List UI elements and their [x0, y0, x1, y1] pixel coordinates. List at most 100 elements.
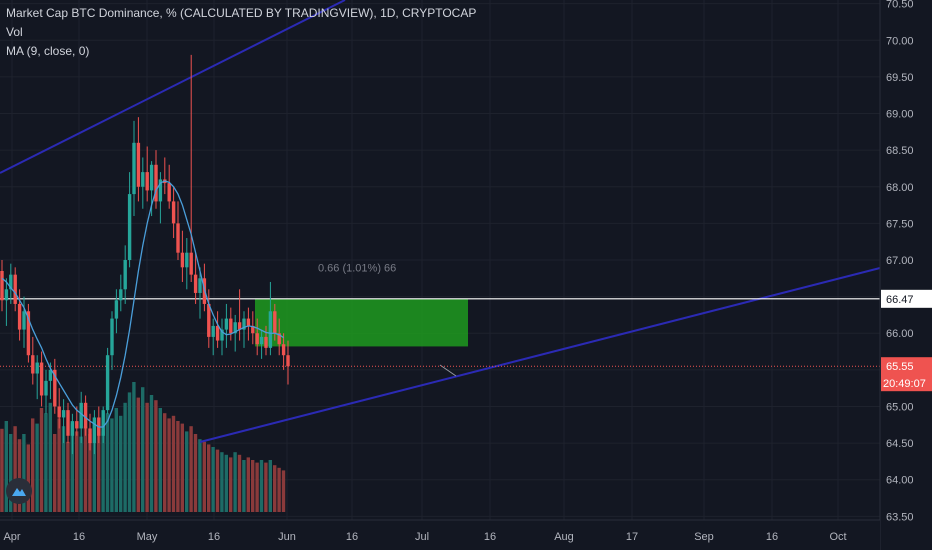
time-tick-label: Jun: [278, 531, 296, 543]
level-label: 66.47: [886, 294, 914, 306]
candle-body: [4, 289, 9, 301]
volume-bar: [66, 441, 70, 512]
volume-bar: [202, 441, 206, 512]
volume-bar: [26, 444, 30, 512]
candle-body: [242, 318, 246, 330]
candle-body: [88, 428, 92, 444]
volume-bar: [281, 470, 286, 512]
volume-bar: [233, 452, 237, 512]
volume-bar: [229, 457, 233, 512]
candle-body: [189, 252, 193, 275]
candle-body: [224, 318, 229, 330]
volume-bar: [114, 408, 118, 512]
trendline-upper: [0, 0, 346, 174]
time-axis[interactable]: Apr 16 May 16 Jun 16 Jul 16 Aug 17 Sep 16 Oct: [0, 519, 880, 550]
indicator-ma[interactable]: MA (9, close, 0): [6, 44, 90, 58]
volume-bar: [35, 423, 39, 512]
volume-bar: [211, 447, 215, 512]
volume-bar: [149, 395, 154, 512]
volume-bar: [105, 413, 110, 512]
price-tick-label: 64.50: [886, 438, 914, 450]
volume-bar: [251, 460, 255, 512]
candle-body: [127, 194, 132, 260]
candle-body: [251, 325, 255, 334]
projection-arrow: [439, 364, 457, 377]
volume-bar: [4, 421, 8, 512]
price-tick-label: 65.00: [886, 401, 914, 413]
candle-body: [286, 355, 290, 367]
volume-bar: [92, 421, 96, 512]
tradingview-logo-icon[interactable]: [6, 478, 32, 504]
volume-bar: [53, 434, 57, 512]
candle-body: [44, 380, 48, 396]
volume-bar: [61, 426, 66, 512]
volume-bar: [163, 413, 167, 512]
candle-body: [233, 322, 237, 334]
candle-body: [13, 274, 17, 304]
trendlines[interactable]: [0, 0, 881, 443]
candle-body: [110, 318, 114, 356]
candle-body: [53, 369, 57, 407]
candle-body: [176, 223, 180, 253]
volume-bar: [127, 392, 132, 512]
candle-body: [145, 172, 149, 191]
candle-body: [255, 333, 259, 345]
price-tick-label: 66.00: [886, 328, 914, 340]
candle-body: [66, 410, 70, 436]
volume-bar: [264, 462, 268, 512]
volume-bar: [88, 434, 92, 512]
candle-body: [22, 311, 26, 330]
volume-bar: [237, 454, 242, 512]
candle-body: [215, 325, 220, 341]
candle-body: [70, 421, 75, 436]
volume-bar: [176, 421, 180, 512]
range-box[interactable]: 0.66 (1.01%) 66: [255, 262, 468, 347]
volume-bar: [158, 408, 162, 512]
volume-bar: [255, 462, 259, 512]
volume-bar: [167, 418, 171, 512]
time-tick-label: May: [137, 531, 158, 543]
candle-body: [123, 260, 127, 290]
horizontal-level[interactable]: [0, 298, 880, 367]
candle-body: [141, 172, 145, 187]
indicator-vol[interactable]: Vol: [6, 25, 23, 39]
volume-bar: [110, 418, 114, 512]
candle-body: [193, 274, 198, 293]
candle-body: [211, 325, 215, 337]
price-tick-label: 67.00: [886, 255, 914, 267]
volume-bar: [17, 439, 22, 512]
symbol-title[interactable]: Market Cap BTC Dominance, % (CALCULATED …: [6, 6, 477, 20]
time-tick-label: Oct: [829, 531, 846, 543]
volume-bar: [154, 400, 158, 512]
volume-bar: [145, 402, 149, 512]
time-tick-label: 16: [484, 531, 496, 543]
price-tick-label: 63.50: [886, 511, 914, 523]
candle-body: [132, 142, 136, 195]
candle-body: [83, 402, 88, 429]
candle-body: [281, 344, 286, 356]
candle-body: [158, 179, 163, 202]
candle-body: [149, 164, 154, 191]
volume-bar: [44, 413, 48, 512]
range-box-rect: [255, 298, 468, 347]
candle-body: [0, 270, 4, 301]
candle-body: [154, 164, 158, 202]
candle-body: [114, 300, 119, 319]
volume-bar: [277, 467, 281, 512]
candle-body: [35, 362, 39, 374]
chart-legend: Market Cap BTC Dominance, % (CALCULATED …: [6, 4, 476, 61]
time-tick-label: 16: [73, 531, 85, 543]
time-tick-label: 16: [766, 531, 778, 543]
volume-bar: [171, 415, 176, 512]
volume-bar: [141, 387, 145, 512]
price-tick-label: 69.50: [886, 72, 914, 84]
volume-bar: [273, 465, 277, 512]
measure-label: 0.66 (1.01%) 66: [318, 262, 396, 274]
ma-line: [1, 180, 284, 428]
volume-bar: [70, 423, 74, 512]
price-axis[interactable]: 63.5064.0064.5065.0065.5066.0066.5067.00…: [879, 0, 932, 550]
candle-body: [79, 402, 83, 429]
countdown-label: 20:49:07: [883, 378, 926, 390]
volume-bar: [123, 402, 127, 512]
